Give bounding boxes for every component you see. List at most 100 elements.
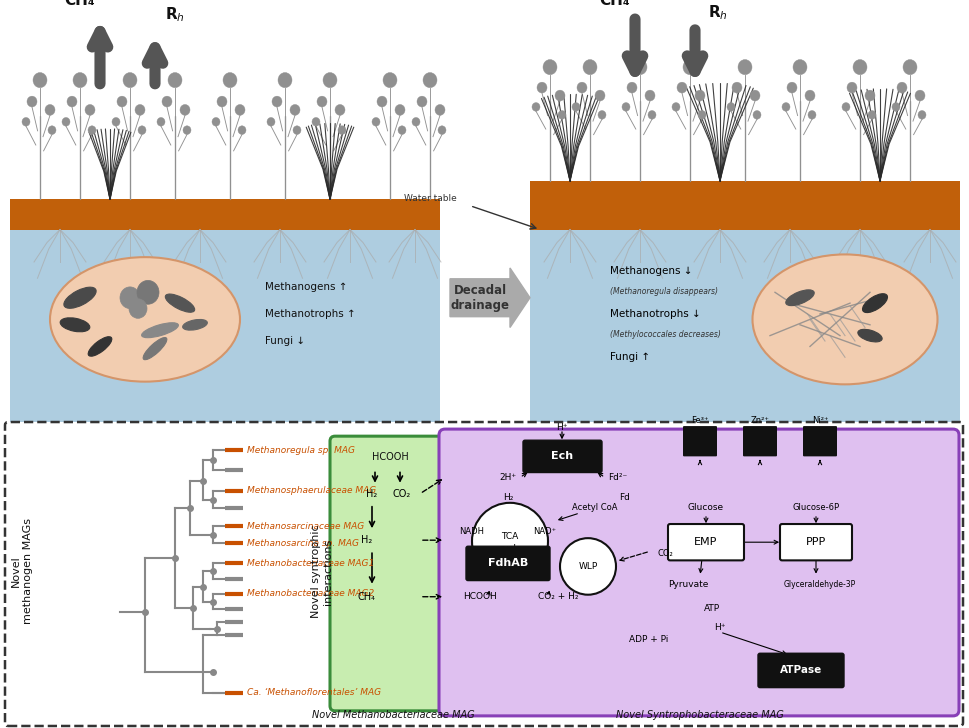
FancyBboxPatch shape (522, 440, 602, 472)
Circle shape (594, 90, 605, 101)
Circle shape (804, 90, 814, 101)
Text: ADP + Pi: ADP + Pi (628, 635, 668, 644)
Circle shape (33, 73, 47, 87)
Circle shape (793, 60, 806, 75)
Circle shape (672, 103, 679, 111)
Circle shape (644, 90, 654, 101)
Circle shape (917, 111, 925, 119)
Text: FdhAB: FdhAB (487, 558, 527, 569)
Text: Fungi ↓: Fungi ↓ (265, 336, 305, 346)
Circle shape (896, 82, 906, 93)
Circle shape (383, 73, 396, 87)
Text: PPP: PPP (805, 537, 826, 547)
Circle shape (372, 117, 380, 126)
Circle shape (157, 117, 165, 126)
Ellipse shape (141, 323, 178, 338)
Circle shape (67, 96, 77, 107)
Circle shape (237, 126, 246, 135)
Circle shape (162, 96, 172, 107)
Circle shape (323, 73, 336, 87)
Text: Decadal
drainage: Decadal drainage (450, 284, 509, 312)
FancyArrow shape (450, 268, 529, 328)
Circle shape (135, 105, 144, 115)
Text: Ca. ‘Methanoflorentales’ MAG: Ca. ‘Methanoflorentales’ MAG (247, 688, 381, 697)
Text: H⁺: H⁺ (555, 422, 567, 432)
Circle shape (22, 117, 30, 126)
Text: Acetyl CoA: Acetyl CoA (572, 503, 617, 513)
Circle shape (47, 126, 56, 135)
Text: Fe³⁺: Fe³⁺ (691, 416, 708, 424)
Ellipse shape (785, 290, 813, 306)
Circle shape (417, 96, 426, 107)
Text: H₂: H₂ (366, 488, 377, 499)
Circle shape (867, 111, 875, 119)
Text: HCOOH: HCOOH (462, 592, 496, 601)
Text: 2H⁺: 2H⁺ (499, 473, 516, 482)
Bar (10, 211, 440, 422)
Text: (Methylococcales decreases): (Methylococcales decreases) (610, 330, 720, 339)
Circle shape (137, 280, 159, 304)
Circle shape (271, 96, 282, 107)
Circle shape (807, 111, 815, 119)
Circle shape (737, 60, 751, 75)
FancyBboxPatch shape (439, 429, 958, 716)
Text: CO₂ + H₂: CO₂ + H₂ (537, 592, 578, 601)
Circle shape (841, 103, 849, 111)
Circle shape (212, 117, 220, 126)
Text: H₂: H₂ (502, 494, 513, 502)
Circle shape (422, 73, 437, 87)
Circle shape (129, 298, 147, 318)
FancyBboxPatch shape (742, 426, 776, 456)
Circle shape (223, 73, 236, 87)
Ellipse shape (165, 294, 195, 312)
Circle shape (676, 82, 686, 93)
Text: Ni²⁺: Ni²⁺ (811, 416, 828, 424)
Circle shape (698, 111, 705, 119)
Text: cycle: cycle (498, 544, 521, 553)
Ellipse shape (60, 318, 90, 332)
FancyBboxPatch shape (682, 426, 716, 456)
Circle shape (180, 105, 190, 115)
FancyBboxPatch shape (802, 426, 836, 456)
Text: CH₄: CH₄ (358, 592, 376, 602)
Text: NADH: NADH (459, 526, 484, 536)
Text: Novel syntrophic
interactions: Novel syntrophic interactions (311, 525, 332, 618)
Circle shape (559, 538, 615, 595)
Text: CO₂: CO₂ (657, 549, 673, 558)
Circle shape (434, 105, 445, 115)
Circle shape (111, 117, 120, 126)
Circle shape (217, 96, 227, 107)
Circle shape (334, 105, 345, 115)
FancyBboxPatch shape (329, 436, 454, 711)
Text: CH₄: CH₄ (599, 0, 630, 7)
Circle shape (597, 111, 606, 119)
Text: Methanosphaerulaceae MAG: Methanosphaerulaceae MAG (247, 486, 376, 495)
Text: Fd: Fd (619, 494, 630, 502)
Circle shape (781, 103, 789, 111)
Circle shape (412, 117, 420, 126)
Text: Glucose-6P: Glucose-6P (792, 503, 839, 513)
Text: H⁺: H⁺ (713, 622, 725, 631)
Circle shape (317, 96, 327, 107)
Circle shape (633, 60, 646, 75)
Text: (Methanoregula disappears): (Methanoregula disappears) (610, 287, 717, 296)
Circle shape (749, 90, 760, 101)
Circle shape (88, 126, 96, 135)
Ellipse shape (857, 329, 881, 342)
Text: ATPase: ATPase (779, 665, 822, 676)
Circle shape (117, 96, 127, 107)
Text: NAD⁺: NAD⁺ (533, 526, 556, 536)
Circle shape (582, 60, 596, 75)
Circle shape (62, 117, 70, 126)
FancyBboxPatch shape (465, 546, 549, 580)
Bar (529, 181, 959, 229)
Circle shape (694, 90, 704, 101)
Ellipse shape (143, 338, 167, 360)
Circle shape (397, 126, 406, 135)
Text: Methanosarcina sp. MAG: Methanosarcina sp. MAG (247, 539, 359, 547)
Text: R$_h$: R$_h$ (707, 3, 727, 22)
Circle shape (531, 103, 540, 111)
Circle shape (572, 103, 579, 111)
Circle shape (647, 111, 655, 119)
Circle shape (123, 73, 137, 87)
